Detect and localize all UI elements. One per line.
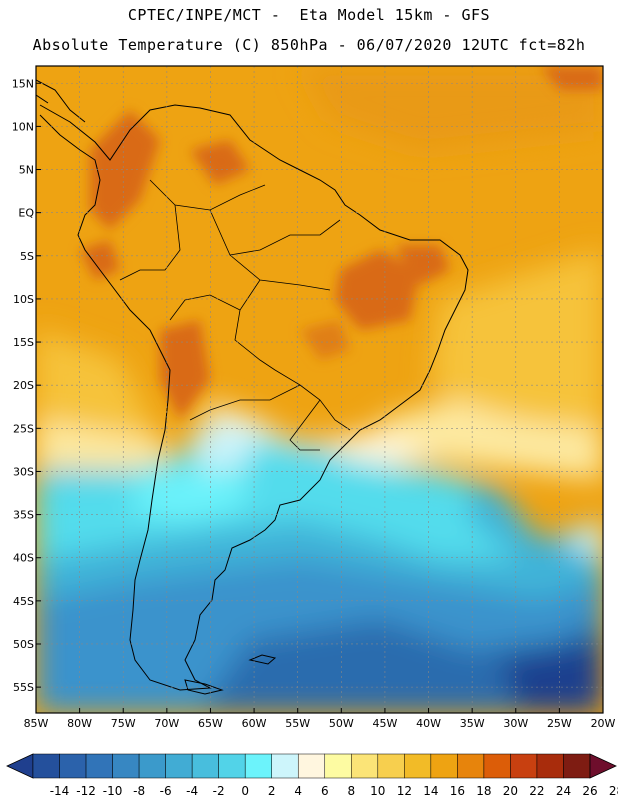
colorbar-tick-label: -10 bbox=[103, 784, 123, 798]
colorbar-tick-label: 2 bbox=[268, 784, 276, 798]
falkland-islands bbox=[248, 654, 277, 665]
colorbar-swatch bbox=[244, 753, 272, 779]
lon-tick-label: 55W bbox=[285, 717, 310, 730]
colorbar-swatch bbox=[510, 753, 538, 779]
lat-tick-label: 5N bbox=[19, 164, 34, 177]
colorbar-max-arrow bbox=[589, 753, 617, 779]
lon-tick-label: 45W bbox=[372, 717, 397, 730]
lat-tick-label: 55S bbox=[13, 681, 34, 694]
colorbar-swatch bbox=[457, 753, 485, 779]
colorbar-tick-label: 6 bbox=[321, 784, 329, 798]
colorbar-swatch bbox=[536, 753, 564, 779]
colorbar-swatch bbox=[191, 753, 219, 779]
lon-tick-label: 75W bbox=[111, 717, 136, 730]
lon-tick-label: 80W bbox=[67, 717, 92, 730]
lon-tick-label: 50W bbox=[329, 717, 354, 730]
colorbar-ticks: -14 -12 -10 -8 -6 -4 -2 0 2 4 6 8 10 12 14 16 18 20 22 24 26… bbox=[50, 784, 618, 798]
longitude-axis: 85W 80W 75W 70W 65W 60W 55W 50W 45W 40W 35W 30W 25W 2… bbox=[24, 708, 616, 730]
colorbar-swatch bbox=[377, 753, 405, 779]
colorbar-swatch bbox=[138, 753, 166, 779]
lat-tick-label: 15S bbox=[13, 336, 34, 349]
lat-tick-label: 10N bbox=[12, 120, 34, 133]
colorbar-tick-label: 0 bbox=[241, 784, 249, 798]
colorbar-swatch bbox=[483, 753, 511, 779]
lat-tick-label: 25S bbox=[13, 422, 34, 435]
lat-tick-label: 35S bbox=[13, 509, 34, 522]
lon-tick-label: 20W bbox=[591, 717, 616, 730]
colorbar-tick-label: 22 bbox=[529, 784, 544, 798]
colorbar-tick-label: 28 bbox=[609, 784, 618, 798]
colorbar-tick-label: 18 bbox=[476, 784, 491, 798]
lon-tick-label: 65W bbox=[198, 717, 223, 730]
south-america-coast bbox=[39, 104, 469, 691]
lat-tick-label: 45S bbox=[13, 595, 34, 608]
colorbar-tick-label: 20 bbox=[503, 784, 518, 798]
lat-tick-label: 50S bbox=[13, 638, 34, 651]
lat-tick-label: 20S bbox=[13, 379, 34, 392]
colorbar-swatch bbox=[85, 753, 113, 779]
lon-tick-label: 85W bbox=[24, 717, 49, 730]
colorbar-tick-label: -14 bbox=[50, 784, 70, 798]
colorbar-swatch bbox=[563, 753, 591, 779]
colorbar-tick-label: 12 bbox=[397, 784, 412, 798]
colorbar-swatch bbox=[404, 753, 432, 779]
colorbar-swatch bbox=[351, 753, 379, 779]
colorbar-swatch bbox=[59, 753, 87, 779]
colorbar-swatch bbox=[430, 753, 458, 779]
temperature-field bbox=[36, 66, 603, 713]
central-america-coast bbox=[36, 79, 86, 123]
lon-tick-label: 40W bbox=[416, 717, 441, 730]
lat-tick-label: 5S bbox=[20, 250, 34, 263]
colorbar-swatch bbox=[32, 753, 60, 779]
lat-tick-label: 40S bbox=[13, 552, 34, 565]
lat-tick-label: EQ bbox=[18, 207, 34, 220]
lon-tick-label: 25W bbox=[547, 717, 572, 730]
chart-title: CPTEC/INPE/MCT - Eta Model 15km - GFS bbox=[127, 6, 491, 24]
colorbar-swatch bbox=[297, 753, 326, 779]
country-borders bbox=[119, 179, 351, 451]
colorbar-tick-label: 8 bbox=[347, 784, 355, 798]
colorbar bbox=[6, 753, 617, 779]
colorbar-swatch bbox=[165, 753, 193, 779]
colorbar-tick-label: -4 bbox=[186, 784, 198, 798]
coastlines bbox=[36, 79, 469, 695]
tierra-del-fuego bbox=[184, 679, 224, 695]
map-frame bbox=[35, 65, 604, 714]
colorbar-tick-label: -2 bbox=[213, 784, 225, 798]
chart-subtitle: Absolute Temperature (C) 850hPa - 06/07/… bbox=[32, 36, 586, 54]
colorbar-swatch bbox=[324, 753, 352, 779]
lon-tick-label: 60W bbox=[242, 717, 267, 730]
lat-tick-label: 30S bbox=[13, 465, 34, 478]
lat-tick-label: 15N bbox=[12, 77, 34, 90]
colorbar-tick-label: 16 bbox=[450, 784, 465, 798]
colorbar-tick-label: 14 bbox=[423, 784, 438, 798]
colorbar-tick-label: -8 bbox=[133, 784, 145, 798]
colorbar-tick-label: 4 bbox=[294, 784, 302, 798]
lon-tick-label: 30W bbox=[503, 717, 528, 730]
lon-tick-label: 35W bbox=[460, 717, 485, 730]
lon-tick-label: 70W bbox=[154, 717, 179, 730]
colorbar-min-arrow bbox=[6, 753, 34, 779]
colorbar-swatch bbox=[218, 753, 246, 779]
lat-tick-label: 10S bbox=[13, 293, 34, 306]
colorbar-tick-label: -12 bbox=[76, 784, 96, 798]
colorbar-swatch bbox=[271, 753, 299, 779]
colorbar-tick-label: -6 bbox=[160, 784, 172, 798]
colorbar-swatch bbox=[112, 753, 140, 779]
colorbar-tick-label: 26 bbox=[582, 784, 597, 798]
colorbar-tick-label: 10 bbox=[370, 784, 385, 798]
colorbar-tick-label: 24 bbox=[556, 784, 571, 798]
latitude-axis: 15N 10N 5N EQ 5S 10S 15S 20S 25S 30S 35S 40S 45S 50S 5… bbox=[12, 77, 41, 694]
